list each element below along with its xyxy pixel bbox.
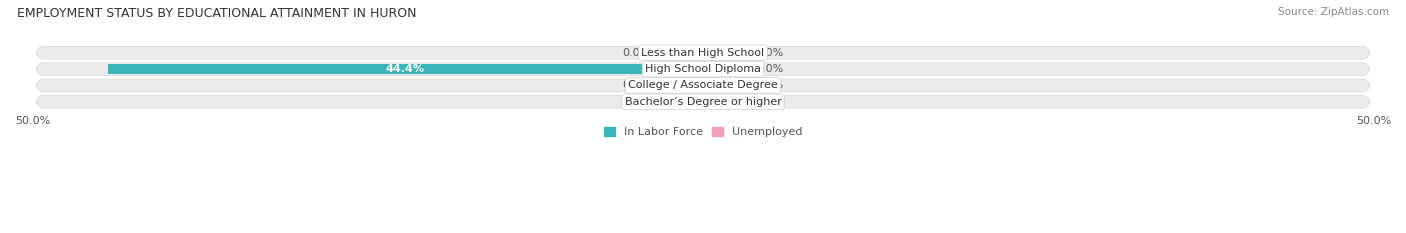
Text: Less than High School: Less than High School: [641, 48, 765, 58]
Bar: [657, 82, 703, 89]
Text: 0.0%: 0.0%: [755, 64, 783, 74]
Text: EMPLOYMENT STATUS BY EDUCATIONAL ATTAINMENT IN HURON: EMPLOYMENT STATUS BY EDUCATIONAL ATTAINM…: [17, 7, 416, 20]
Text: College / Associate Degree: College / Associate Degree: [628, 80, 778, 90]
Legend: In Labor Force, Unemployed: In Labor Force, Unemployed: [599, 122, 807, 142]
Text: 0.0%: 0.0%: [623, 48, 651, 58]
Text: 0.0%: 0.0%: [755, 97, 783, 107]
Bar: [703, 65, 749, 73]
Text: Bachelor’s Degree or higher: Bachelor’s Degree or higher: [624, 97, 782, 107]
Text: 0.0%: 0.0%: [623, 80, 651, 90]
Bar: [703, 82, 749, 89]
FancyBboxPatch shape: [37, 96, 1369, 108]
Bar: [108, 64, 703, 74]
Text: High School Diploma: High School Diploma: [645, 64, 761, 74]
Text: 44.4%: 44.4%: [385, 64, 425, 74]
Bar: [703, 49, 749, 57]
FancyBboxPatch shape: [37, 46, 1369, 59]
Text: 0.0%: 0.0%: [755, 80, 783, 90]
Text: 0.0%: 0.0%: [623, 97, 651, 107]
FancyBboxPatch shape: [37, 79, 1369, 92]
Text: Source: ZipAtlas.com: Source: ZipAtlas.com: [1278, 7, 1389, 17]
Bar: [703, 98, 749, 106]
Bar: [657, 49, 703, 57]
Bar: [657, 98, 703, 106]
Text: 0.0%: 0.0%: [755, 48, 783, 58]
FancyBboxPatch shape: [37, 63, 1369, 75]
